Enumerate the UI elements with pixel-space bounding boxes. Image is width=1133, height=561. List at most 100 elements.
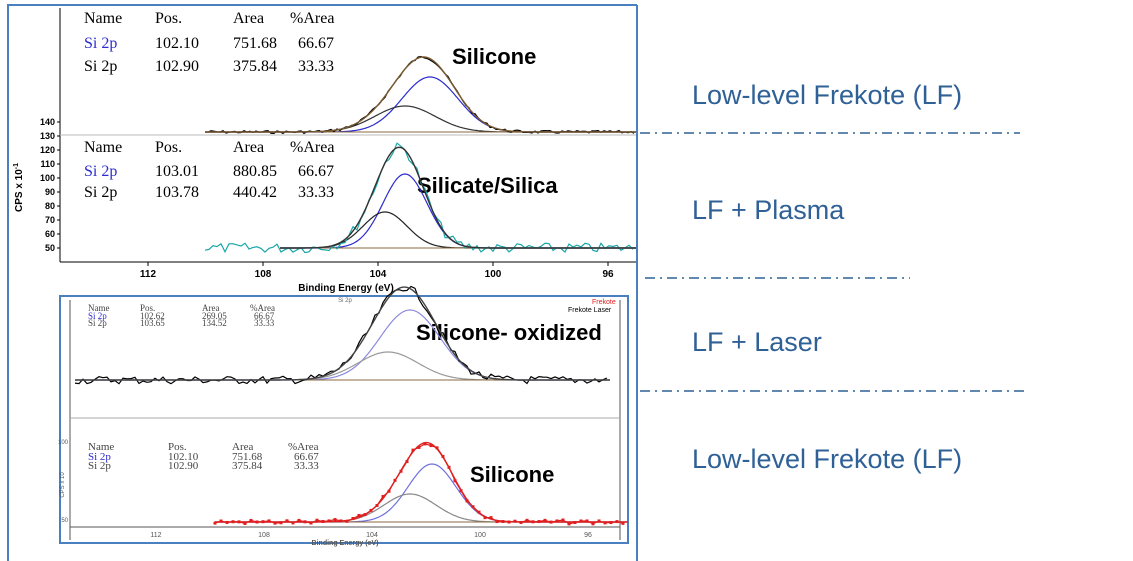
label-row2: LF + Plasma: [692, 195, 845, 225]
p4-xtick-label: 112: [150, 532, 161, 539]
p2-annotation: Silicate/Silica: [417, 173, 558, 198]
p3-r1-parea: 33.33: [254, 318, 275, 328]
p2-h-area: Area: [233, 139, 264, 156]
p4-r1-pos: 102.90: [168, 460, 199, 472]
p4-h-area: Area: [232, 441, 253, 453]
p2-envelope: [280, 146, 636, 249]
p4-r1-area: 375.84: [232, 460, 263, 472]
p4-r0-pos: 102.10: [168, 451, 199, 463]
p4-xtick-label: 96: [584, 532, 592, 539]
p1-r0-area: 751.68: [233, 35, 277, 52]
p1-h-parea: %Area: [290, 10, 334, 27]
p4-h-parea: %Area: [288, 441, 319, 453]
p4-ytick-label: 50: [61, 518, 68, 524]
p4-r1-parea: 33.33: [294, 460, 319, 472]
p2-ylabel-sup: -1: [13, 163, 20, 169]
p2-r1-pos: 103.78: [155, 184, 199, 201]
p1-r0-name: Si 2p: [84, 35, 117, 52]
label-row3: LF + Laser: [692, 327, 822, 357]
p4-xtick-label: 108: [258, 532, 270, 539]
p1-h-name: Name: [84, 10, 122, 27]
laser-panel-frame: [59, 295, 629, 544]
p2-xtick-label: 108: [255, 269, 272, 280]
p2-xtick-group: 112 108 104 100 96: [140, 262, 614, 280]
p2-r1-parea: 33.33: [298, 184, 334, 201]
p2-xtick-label: 100: [485, 269, 502, 280]
p3-h-pos: Pos.: [140, 303, 155, 313]
p2-xtick-label: 96: [602, 269, 614, 280]
p4-h-pos: Pos.: [168, 441, 187, 453]
p3-h-parea: %Area: [250, 303, 275, 313]
p2-ytick-label: 90: [45, 187, 55, 197]
p2-ytick-label: 130: [40, 131, 55, 141]
p4-component-1: [215, 493, 628, 523]
p2-h-name: Name: [84, 139, 122, 156]
p1-h-area: Area: [233, 10, 264, 27]
p3-r1-name: Si 2p: [88, 318, 107, 328]
p3-r1-pos: 103.65: [140, 318, 165, 328]
p1-r1-area: 375.84: [233, 58, 277, 75]
p2-ytick-label: 70: [45, 215, 55, 225]
p4-envelope: [215, 441, 628, 523]
p4-xtick-label: 100: [474, 532, 486, 539]
p3-r0-area: 269.05: [202, 311, 227, 321]
p3-legend-1: Frekote Laser: [568, 307, 612, 314]
p3-h-name: Name: [88, 303, 110, 313]
p3-envelope: [75, 286, 610, 381]
p4-r0-name: Si 2p: [88, 451, 111, 463]
p2-ylabel-main: CPS x 10: [14, 169, 25, 212]
p2-ylabel: CPS x 10-1: [13, 163, 25, 212]
p4-raw: [214, 443, 624, 525]
p4-ytick-label: 100: [58, 440, 69, 446]
p3-legend-0: Frekote: [592, 299, 616, 306]
p3-r0-parea: 66.67: [254, 311, 275, 321]
p4-ytick-group: 50 100: [58, 440, 69, 524]
label-row1: Low-level Frekote (LF): [692, 80, 963, 110]
p2-r0-area: 880.85: [233, 163, 277, 180]
p2-r1-area: 440.42: [233, 184, 277, 201]
p1-component-0: [205, 76, 636, 133]
p4-xtick-group: 112 108 104 100 96: [150, 532, 592, 539]
p2-h-pos: Pos.: [155, 139, 182, 156]
p2-ytick-label: 100: [40, 173, 55, 183]
p1-component-1: [205, 105, 636, 133]
spectra-group: [74, 55, 636, 526]
p1-r0-parea: 66.67: [298, 35, 334, 52]
p4-xlabel: Binding Energy (eV): [312, 540, 379, 547]
p2-xtick-label: 112: [140, 269, 157, 280]
p4-r0-parea: 66.67: [294, 451, 319, 463]
p2-r1-name: Si 2p: [84, 184, 117, 201]
p3-r0-name: Si 2p: [88, 311, 107, 321]
p1-r1-pos: 102.90: [155, 58, 199, 75]
p1-r1-parea: 33.33: [298, 58, 334, 75]
p3-r1-area: 134.52: [202, 318, 227, 328]
p2-ytick-label: 120: [40, 145, 55, 155]
p2-ytick-label: 50: [45, 243, 55, 253]
p4-data-point: [213, 521, 217, 525]
p2-ytick-label: 140: [40, 117, 55, 127]
label-row4: Low-level Frekote (LF): [692, 444, 963, 474]
p2-xlabel: Binding Energy (eV): [298, 283, 394, 294]
p1-r0-pos: 102.10: [155, 35, 199, 52]
p4-annotation: Silicone: [470, 462, 554, 487]
p3-annotation: Silicone- oxidized: [416, 320, 602, 345]
p4-xtick-label: 104: [366, 532, 378, 539]
p3-r0-pos: 102.62: [140, 311, 165, 321]
p4-r0-area: 751.68: [232, 451, 263, 463]
p1-h-pos: Pos.: [155, 10, 182, 27]
p2-h-parea: %Area: [290, 139, 334, 156]
p4-component-0: [215, 463, 628, 523]
p2-ytick-label: 110: [40, 159, 55, 169]
p2-xtick-label: 104: [370, 269, 387, 280]
p4-ylabel: CPS x 10: [60, 472, 66, 498]
p1-r1-name: Si 2p: [84, 58, 117, 75]
p1-annotation: Silicone: [452, 44, 536, 69]
p2-r0-pos: 103.01: [155, 163, 199, 180]
p3-h-area: Area: [202, 303, 220, 313]
p4-r1-name: Si 2p: [88, 460, 111, 472]
p2-ytick-label: 80: [45, 201, 55, 211]
p1-envelope: [205, 56, 636, 133]
p3-title: Si 2p: [338, 298, 352, 304]
p4-h-name: Name: [88, 441, 114, 453]
